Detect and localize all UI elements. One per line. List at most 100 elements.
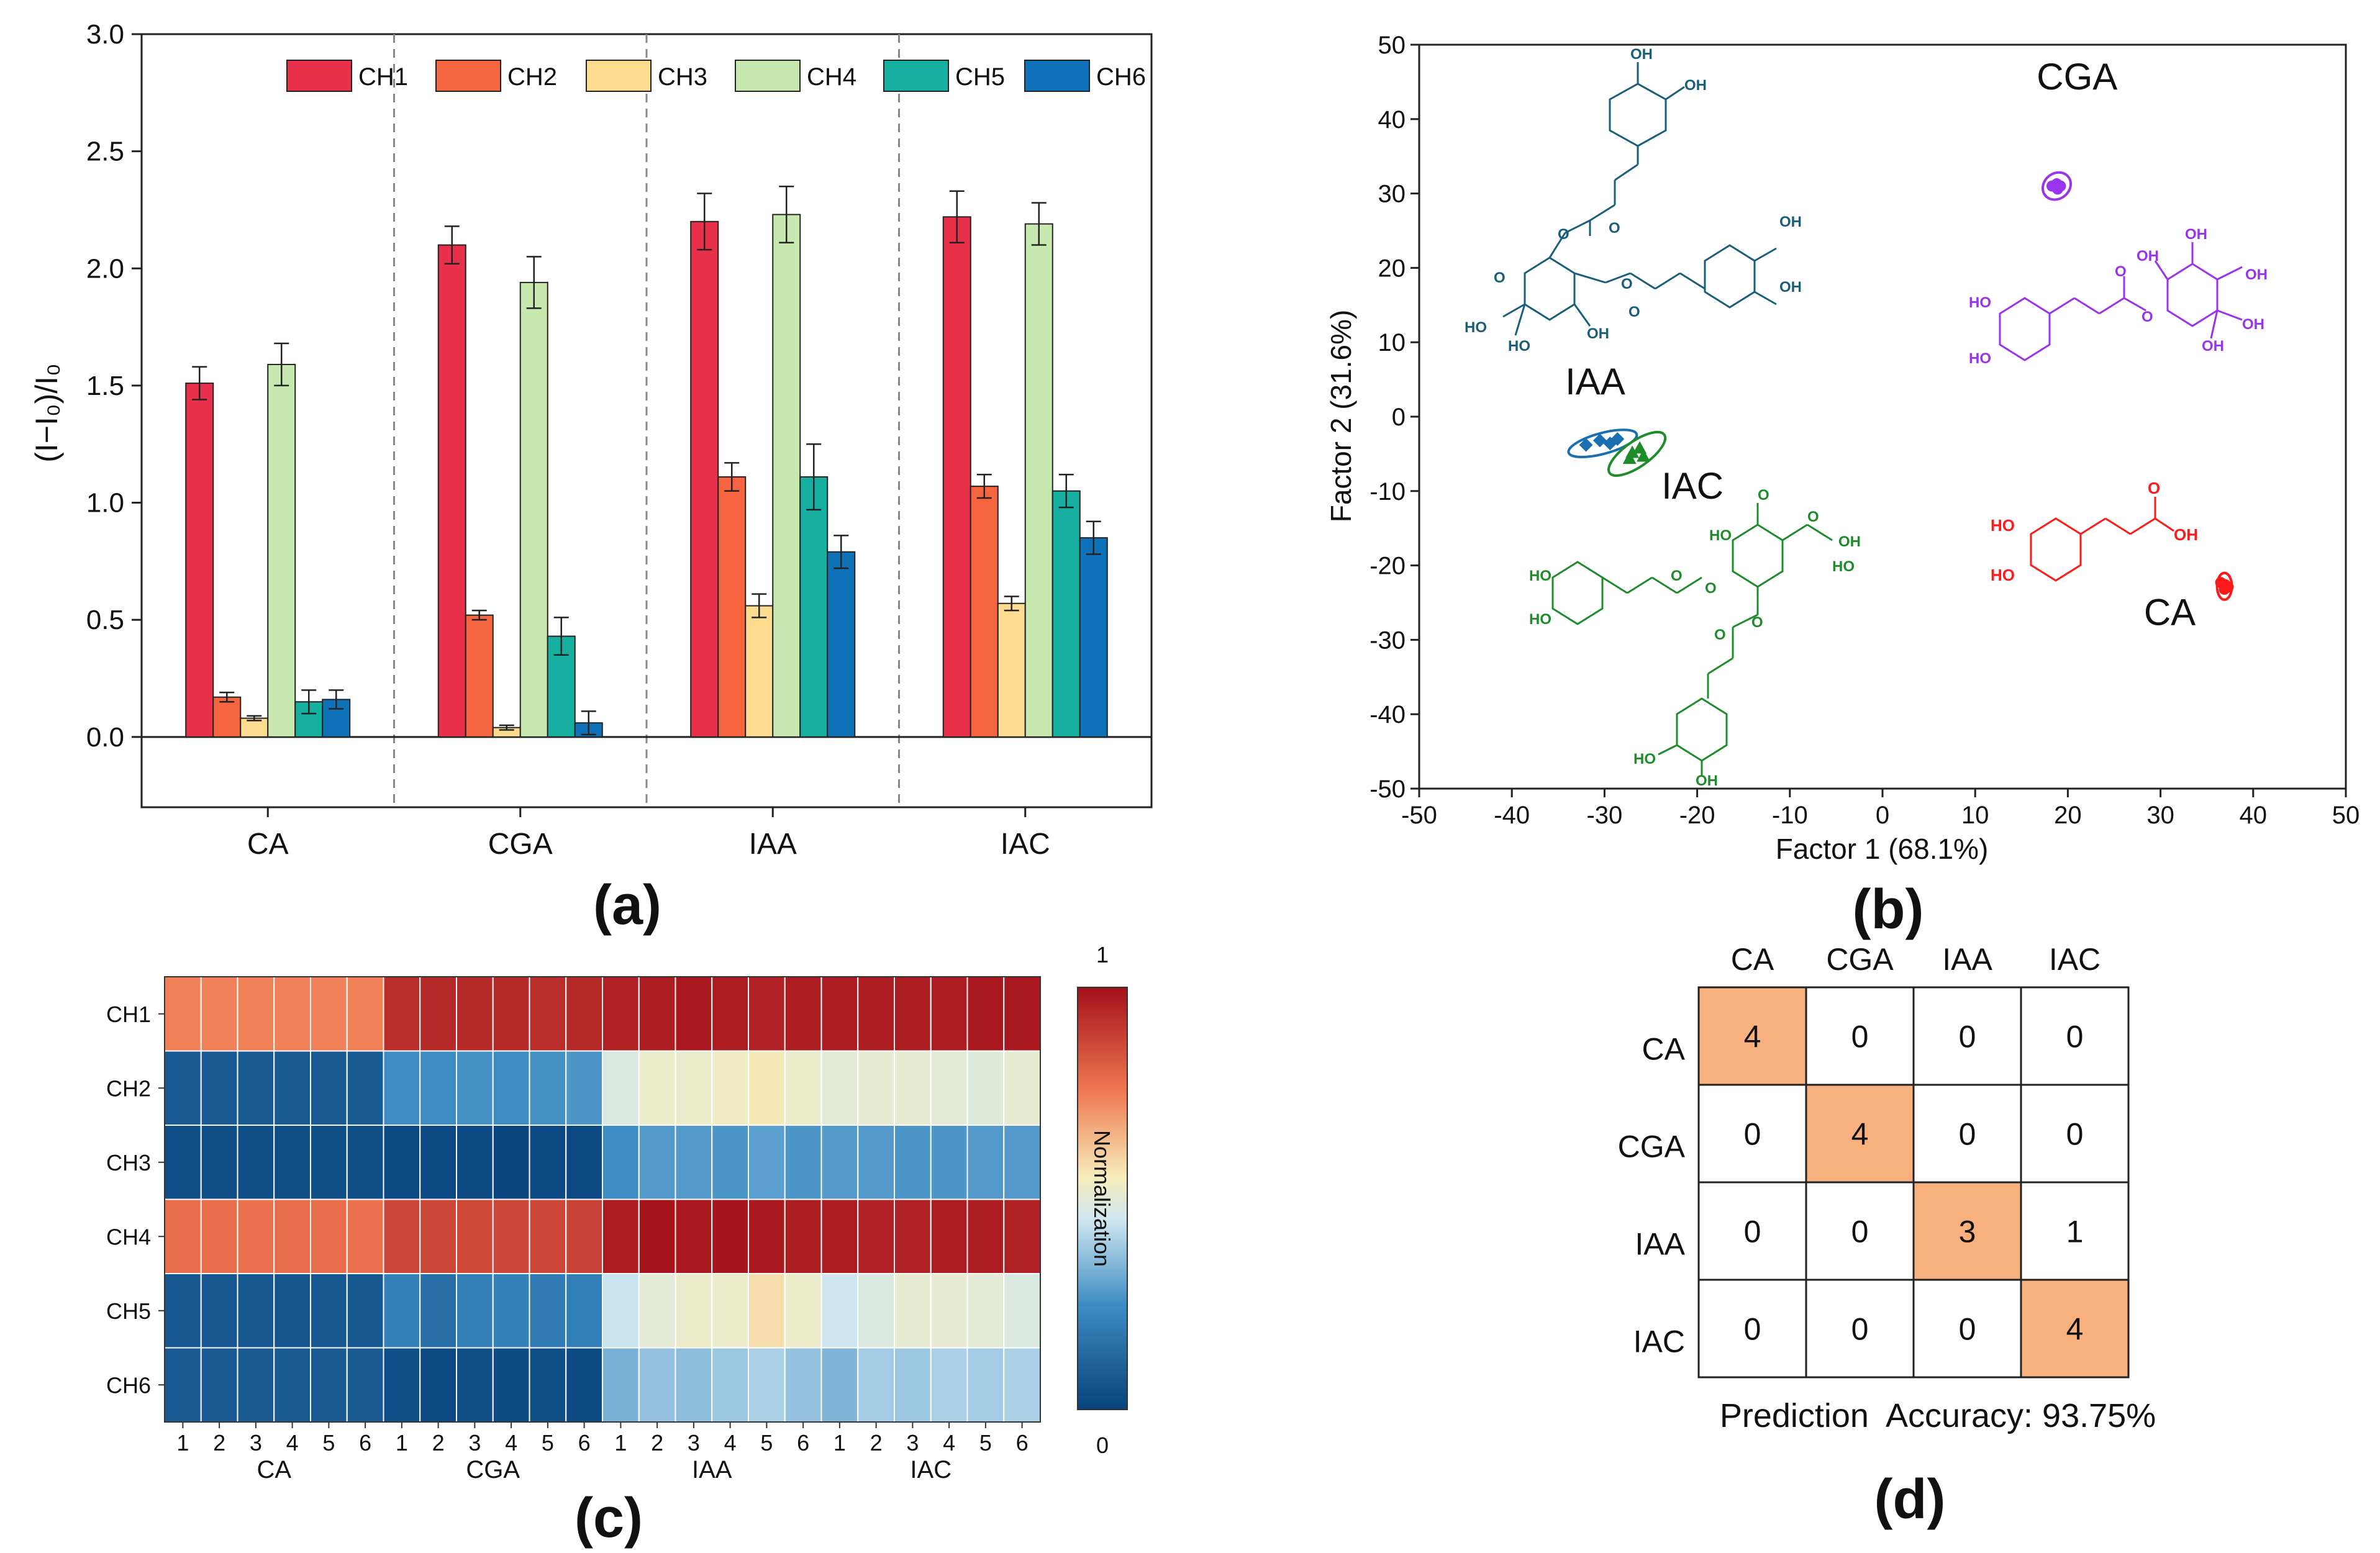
confusion-cell xyxy=(1912,1181,2022,1281)
heatmap-col-label: 5 xyxy=(322,1430,335,1456)
heatmap-cell xyxy=(456,1050,494,1126)
heatmap-frame xyxy=(164,976,1041,1423)
y-tick-label: 0 xyxy=(1392,404,1406,431)
bar-CH5-CA xyxy=(294,701,324,738)
heatmap-cell xyxy=(492,1347,530,1423)
chem-label: OH xyxy=(1684,77,1707,94)
heatmap-col-label: 5 xyxy=(760,1430,773,1456)
iac-structure-labels: HO OH HO HO O O HO O O O O HO OH xyxy=(1529,487,1861,789)
heatmap-cell xyxy=(529,1347,567,1423)
heatmap-cell xyxy=(674,976,713,1052)
x-tick-label: CGA xyxy=(488,828,553,861)
heatmap-cell xyxy=(492,1125,530,1200)
heatmap-cell xyxy=(894,1125,932,1200)
panel-b-x-axis-label: Factor 1 (68.1%) xyxy=(1776,833,1989,865)
chem-label: OH xyxy=(2242,316,2264,333)
heatmap-cell xyxy=(638,1198,676,1274)
heatmap-cell xyxy=(383,1125,421,1200)
heatmap-cell xyxy=(273,1347,311,1423)
bar-CH6-IAC xyxy=(1079,537,1108,738)
heatmap-col-label: 4 xyxy=(724,1430,737,1456)
heatmap-cell xyxy=(200,1050,238,1126)
chem-label: HO xyxy=(1991,566,2015,584)
confusion-matrix-caption: Prediction Accuracy: 93.75% xyxy=(1720,1397,2156,1434)
panel-b-y-axis-label: Factor 2 (31.6%) xyxy=(1325,310,1357,523)
iac-structure-drawing xyxy=(1551,503,1833,776)
heatmap-cell xyxy=(273,1050,311,1126)
iaa-group-label: IAA xyxy=(1565,361,1625,402)
heatmap-cell xyxy=(784,976,822,1052)
confusion-cell-value: 3 xyxy=(1959,1215,1976,1249)
confusion-col-label: CA xyxy=(1731,942,1774,977)
heatmap-cell xyxy=(602,1347,640,1423)
chem-label: OH xyxy=(2137,248,2159,265)
heatmap-cell xyxy=(164,1347,202,1423)
bar-CH5-IAC xyxy=(1051,490,1081,738)
chem-label: HO xyxy=(1529,611,1551,628)
heatmap-cell xyxy=(164,1273,202,1349)
chem-label: HO xyxy=(1969,350,1991,367)
heatmap-cell xyxy=(419,1273,457,1349)
confusion-cell-value: 4 xyxy=(2066,1312,2084,1347)
chem-label: O xyxy=(1558,226,1569,243)
ca-data-point xyxy=(2222,581,2234,593)
heatmap-cell xyxy=(966,1198,1005,1274)
confusion-cell-value: 0 xyxy=(1959,1117,1976,1152)
legend-swatch-CH5 xyxy=(883,60,949,92)
heatmap-cell xyxy=(930,1273,968,1349)
confusion-cell-value: 0 xyxy=(1959,1312,1976,1347)
heatmap-cell xyxy=(638,1273,676,1349)
heatmap-cell xyxy=(346,1050,384,1126)
heatmap-col-label: 6 xyxy=(1016,1430,1029,1456)
y-tick-label: 2.0 xyxy=(86,253,124,284)
panel-b-scatter-plot: 50 40 30 20 10 0 -10 -20 -30 -40 -50 -50 -40 -30 -20 -… xyxy=(1325,32,2360,941)
heatmap-cell xyxy=(237,1198,275,1274)
confusion-row-label: CGA xyxy=(1618,1130,1686,1164)
heatmap-cell xyxy=(200,976,238,1052)
confusion-cell xyxy=(1697,1279,1807,1379)
chem-label: OH xyxy=(1779,279,1802,296)
heatmap-cell xyxy=(529,1050,567,1126)
chem-label: OH xyxy=(1838,533,1861,550)
legend-label-CH5: CH5 xyxy=(955,63,1005,91)
iaa-data-point xyxy=(1579,438,1593,452)
heatmap-cell xyxy=(930,976,968,1052)
cga-structure-labels: OH OH HO HO OH OH O O OH xyxy=(1969,226,2268,367)
heatmap-cell xyxy=(638,1125,676,1200)
heatmap-cell xyxy=(346,976,384,1052)
confusion-cell-value: 1 xyxy=(2066,1215,2084,1249)
heatmap-cell xyxy=(529,1273,567,1349)
confusion-cell-value: 0 xyxy=(2066,1117,2084,1152)
x-tick-label: 40 xyxy=(2240,802,2268,829)
chem-label: OH xyxy=(1587,325,1609,342)
heatmap-cell xyxy=(857,1125,895,1200)
heatmap-cell xyxy=(346,1273,384,1349)
heatmap-col-label: 3 xyxy=(250,1430,262,1456)
bar-CH2-IAC xyxy=(970,486,999,738)
heatmap-cell xyxy=(565,1198,603,1274)
heatmap-cell xyxy=(200,1198,238,1274)
legend-swatch-CH1 xyxy=(286,60,352,92)
heatmap-cell xyxy=(383,1273,421,1349)
confusion-col-label: CGA xyxy=(1826,942,1894,977)
heatmap-cell xyxy=(346,1125,384,1200)
chem-label: O xyxy=(1705,580,1717,597)
heatmap-col-label: 5 xyxy=(979,1430,992,1456)
chem-label: HO xyxy=(1465,319,1487,336)
heatmap-cell xyxy=(674,1050,713,1126)
bar-CH4-IAC xyxy=(1024,223,1053,738)
heatmap-cell xyxy=(419,1125,457,1200)
iaa-data-point xyxy=(1610,432,1625,446)
cga-ring-main xyxy=(2166,263,2219,327)
chem-label: HO xyxy=(1991,516,2015,535)
heatmap-cell xyxy=(784,1125,822,1200)
ca-ring xyxy=(2030,517,2082,582)
heatmap-cell xyxy=(200,1347,238,1423)
y-tick-label: 20 xyxy=(1378,255,1406,282)
heatmap-cell xyxy=(711,1347,749,1423)
heatmap-cell xyxy=(748,1125,786,1200)
confusion-cell-value: 4 xyxy=(1744,1020,1761,1054)
heatmap-cell xyxy=(930,1050,968,1126)
heatmap-cell xyxy=(602,1050,640,1126)
chem-label: O xyxy=(2142,309,2153,325)
